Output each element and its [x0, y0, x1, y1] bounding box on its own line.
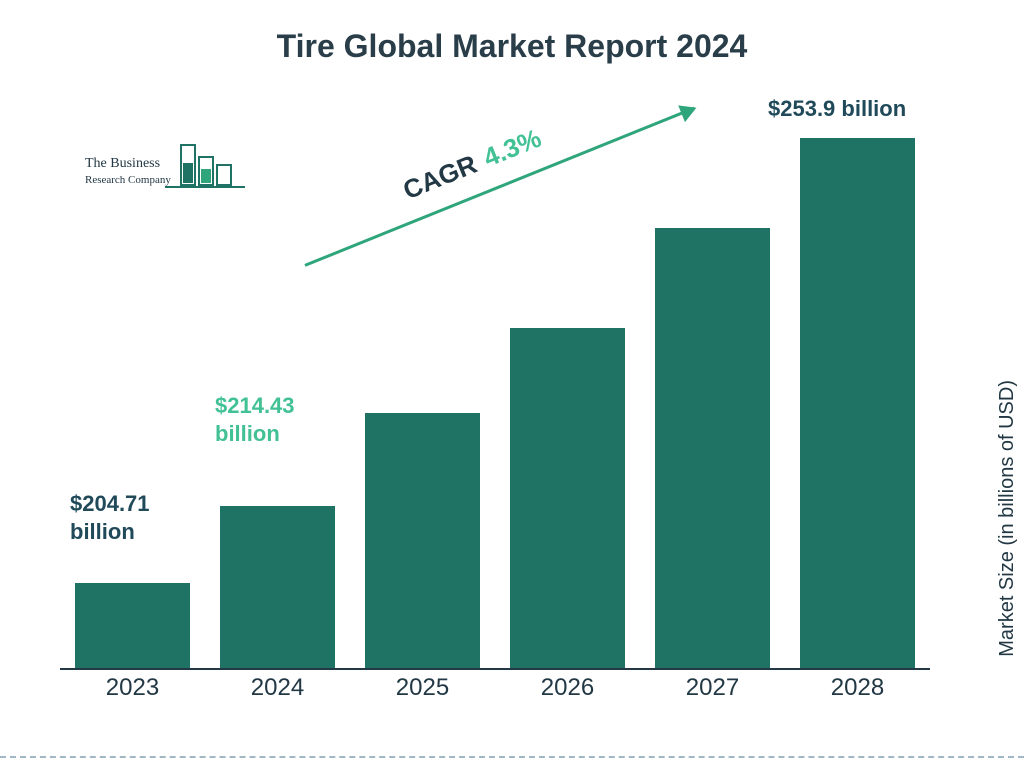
cagr-percent: 4.3% — [479, 123, 545, 173]
bar-slot — [640, 228, 785, 668]
bar-2023 — [75, 583, 190, 668]
x-axis-labels: 2023 2024 2025 2026 2027 2028 — [60, 674, 930, 702]
company-logo: The Business Research Company — [85, 135, 265, 207]
logo-text-line2: Research Company — [85, 174, 171, 186]
xlabel: 2027 — [640, 674, 785, 702]
value-label-2024: $214.43billion — [215, 392, 295, 447]
bar-2024 — [220, 506, 335, 668]
bar-2028 — [800, 138, 915, 668]
bar-2026 — [510, 328, 625, 668]
x-axis-line — [60, 668, 930, 670]
xlabel: 2025 — [350, 674, 495, 702]
value-label-2023: $204.71billion — [70, 490, 150, 545]
footer-divider — [0, 756, 1024, 758]
bar-slot — [205, 506, 350, 668]
xlabel: 2028 — [785, 674, 930, 702]
bar-slot — [785, 138, 930, 668]
xlabel: 2023 — [60, 674, 205, 702]
logo-bars-icon — [165, 145, 245, 187]
bar-slot — [60, 583, 205, 668]
bar-slot — [350, 413, 495, 668]
xlabel: 2024 — [205, 674, 350, 702]
bar-2027 — [655, 228, 770, 668]
y-axis-label: Market Size (in billions of USD) — [996, 380, 1019, 657]
bar-slot — [495, 328, 640, 668]
cagr-text: CAGR4.3% — [399, 123, 546, 206]
xlabel: 2026 — [495, 674, 640, 702]
value-label-2028: $253.9 billion — [768, 95, 906, 123]
logo-text-line1: The Business — [85, 156, 160, 171]
bar-2025 — [365, 413, 480, 668]
